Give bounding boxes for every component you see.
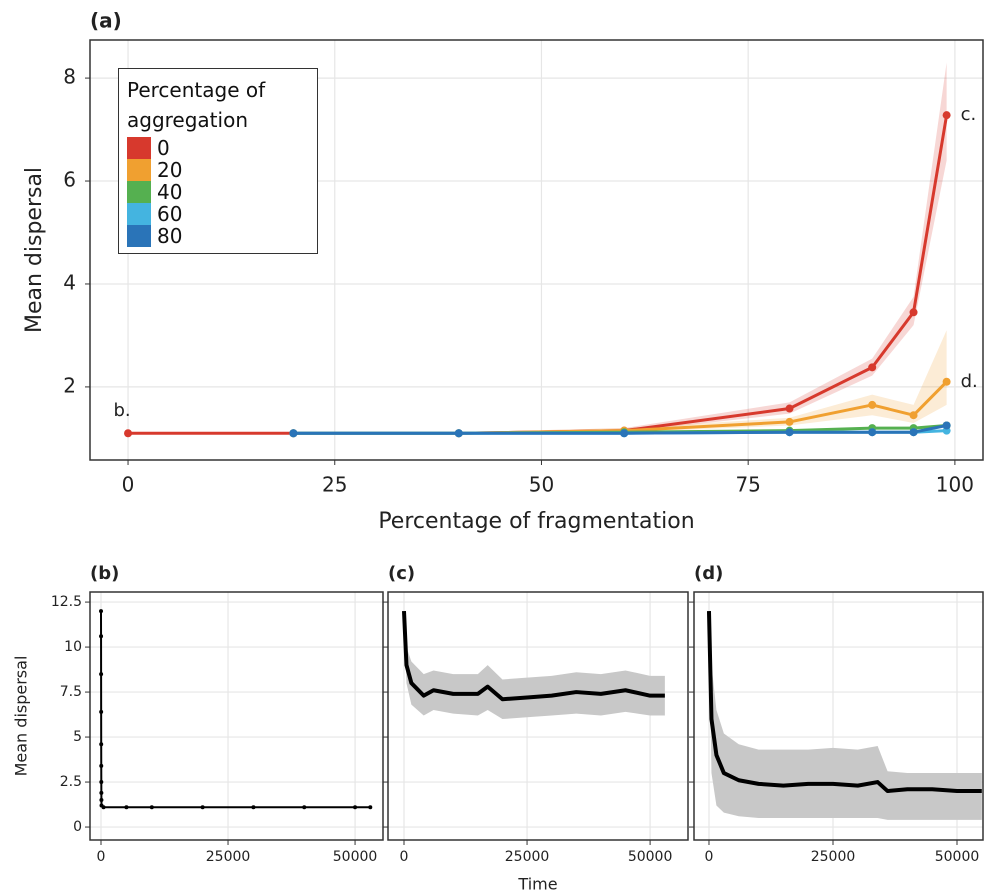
x-tick-label: 0 xyxy=(97,849,106,865)
y-tick-label: 8 xyxy=(63,65,76,89)
x-tick-label: 25000 xyxy=(206,849,251,865)
data-point xyxy=(353,805,358,810)
y-tick-label: 7.5 xyxy=(60,684,82,700)
data-point xyxy=(99,609,104,614)
x-tick-label: 50000 xyxy=(333,849,378,865)
y-tick-label: 5 xyxy=(73,729,82,745)
data-line xyxy=(706,611,982,794)
legend-entry: 60 xyxy=(127,202,307,226)
confidence-band xyxy=(708,611,982,820)
panel-border xyxy=(89,39,984,461)
legend-entry: 40 xyxy=(127,180,307,204)
legend-label: 0 xyxy=(157,136,170,160)
x-tick-label: 25000 xyxy=(811,849,856,865)
legend: Percentage of aggregation 0 20 40 60 80 xyxy=(118,68,318,254)
annotation: c. xyxy=(961,104,977,125)
plot-area xyxy=(388,592,688,840)
legend-entry: 0 xyxy=(127,136,307,160)
x-tick-label: 25 xyxy=(322,473,347,497)
data-point xyxy=(454,429,463,438)
data-point xyxy=(942,377,951,386)
data-point xyxy=(99,742,104,747)
annotation: d. xyxy=(961,371,978,392)
data-point xyxy=(289,429,298,438)
data-point xyxy=(785,428,794,437)
legend-swatch xyxy=(127,181,151,203)
data-point xyxy=(942,421,951,430)
legend-label: 40 xyxy=(157,180,183,204)
x-tick-label: 0 xyxy=(122,473,135,497)
panel-title: (b) xyxy=(90,563,119,584)
x-tick-label: 50000 xyxy=(628,849,673,865)
panel-title: (a) xyxy=(90,9,122,33)
legend-entry: 20 xyxy=(127,158,307,182)
data-point xyxy=(99,672,104,677)
x-tick-label: 0 xyxy=(705,849,714,865)
y-tick-label: 2.5 xyxy=(60,774,82,790)
data-point xyxy=(909,428,918,437)
data-point xyxy=(124,429,133,438)
data-point xyxy=(251,805,256,810)
x-tick-label: 25000 xyxy=(505,849,550,865)
y-tick-label: 10 xyxy=(64,639,82,655)
plot-area xyxy=(694,592,983,840)
legend-swatch xyxy=(127,225,151,247)
data-point xyxy=(909,411,918,420)
y-axis-title: Mean dispersal xyxy=(12,656,31,777)
legend-swatch xyxy=(127,159,151,181)
data-point xyxy=(99,763,104,768)
data-point xyxy=(368,805,373,810)
panel-border xyxy=(89,591,384,841)
data-line xyxy=(401,610,665,702)
data-point xyxy=(942,111,951,120)
data-point xyxy=(868,363,877,372)
data-point xyxy=(785,417,794,426)
data-point xyxy=(99,780,104,785)
x-tick-label: 100 xyxy=(936,473,974,497)
panel-title: (d) xyxy=(694,563,723,584)
data-point xyxy=(200,805,205,810)
panel-title: (c) xyxy=(388,563,415,584)
y-axis-title: Mean dispersal xyxy=(22,167,47,333)
data-point xyxy=(99,709,104,714)
data-point xyxy=(101,805,106,810)
x-tick-label: 0 xyxy=(400,849,409,865)
data-line xyxy=(100,611,371,809)
x-tick-label: 50 xyxy=(529,473,554,497)
y-tick-label: 0 xyxy=(73,819,82,835)
data-point xyxy=(99,790,104,795)
data-point xyxy=(909,308,918,317)
x-axis-title: Time xyxy=(517,875,557,894)
x-tick-label: 50000 xyxy=(935,849,980,865)
legend-swatch xyxy=(127,137,151,159)
y-tick-label: 6 xyxy=(63,168,76,192)
y-tick-label: 4 xyxy=(63,270,76,294)
data-point xyxy=(124,805,129,810)
panel-border xyxy=(693,591,984,841)
x-axis-title: Percentage of fragmentation xyxy=(378,509,694,534)
x-tick-label: 75 xyxy=(735,473,760,497)
plot-area xyxy=(90,592,383,840)
data-point xyxy=(868,428,877,437)
annotation: b. xyxy=(113,400,130,421)
y-tick-label: 2 xyxy=(63,373,76,397)
legend-label: 80 xyxy=(157,224,183,248)
panel-background xyxy=(90,592,383,840)
data-point xyxy=(99,634,104,639)
data-point xyxy=(99,798,104,803)
legend-label: 20 xyxy=(157,158,183,182)
legend-swatch xyxy=(127,203,151,225)
legend-entry: 80 xyxy=(127,224,307,248)
panel-border xyxy=(387,591,689,841)
data-point xyxy=(868,400,877,409)
legend-title: Percentage of aggregation xyxy=(127,78,266,132)
data-point xyxy=(620,429,629,438)
y-tick-label: 12.5 xyxy=(51,594,82,610)
data-point xyxy=(785,404,794,413)
data-point xyxy=(302,805,307,810)
legend-label: 60 xyxy=(157,202,183,226)
data-point xyxy=(149,805,154,810)
